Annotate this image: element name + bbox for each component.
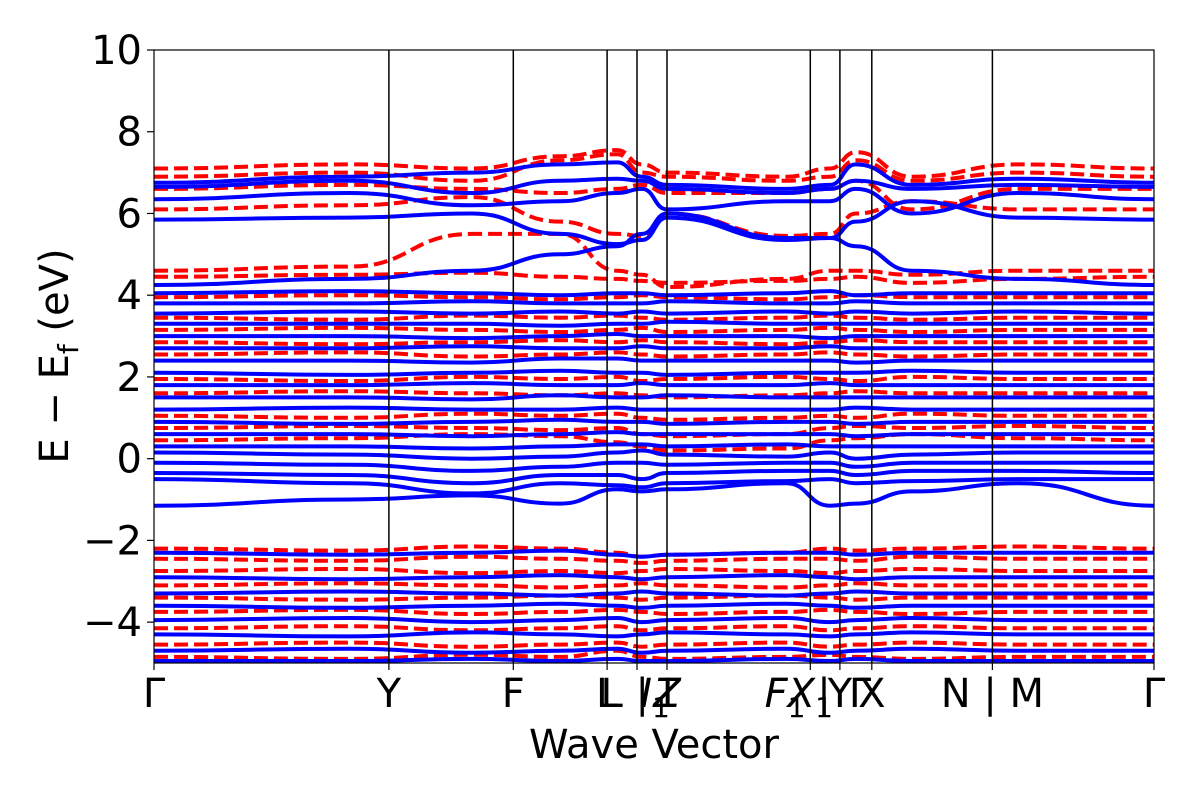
y-tick-label: 4: [117, 273, 142, 319]
y-axis-label: E − Ef (eV): [32, 248, 85, 463]
x-tick-label: L: [596, 671, 619, 717]
x-tick-label: Y: [827, 671, 853, 717]
solid-band-16: [154, 309, 1154, 316]
solid-band-12: [154, 356, 1154, 365]
x-tick-label: Y: [376, 671, 402, 717]
x-axis-label: Wave Vector: [529, 722, 780, 768]
solid-band-6: [154, 430, 1154, 439]
y-axis-label-unit: (eV): [32, 248, 78, 344]
dashed-band-1: [154, 423, 1154, 439]
x-tick-label: I1: [640, 671, 670, 724]
plot-frame: [153, 49, 1155, 664]
x-tick-label: Γ: [143, 671, 166, 717]
x-tick-label: X1: [786, 671, 833, 724]
dashed-band-24: [154, 648, 1154, 661]
y-axis-ticks: −4 −2 0 2 4 6 8 10: [83, 28, 154, 646]
solid-band-10: [154, 381, 1154, 388]
solid-valence-band-7: [154, 656, 1154, 663]
dashed-band-11: [154, 231, 1154, 290]
solid-band-14: [154, 331, 1154, 341]
x-tick-label: Γ: [1143, 671, 1166, 717]
dashed-band-13: [154, 178, 1154, 212]
x-tick-label: N | M: [941, 671, 1044, 717]
y-tick-label: 6: [117, 191, 142, 237]
kpoint-lines: [388, 50, 994, 663]
y-tick-label: 2: [117, 355, 142, 401]
y-axis-label-sub: f: [52, 343, 85, 354]
solid-band-8: [154, 405, 1154, 412]
x-tick-label: L | I: [601, 671, 674, 717]
y-tick-label: 10: [91, 28, 142, 74]
x-tick-label: Z: [652, 671, 682, 717]
y-tick-label: 8: [117, 110, 142, 156]
x-tick-label: X: [858, 671, 885, 717]
solid-band-17: [154, 299, 1154, 306]
y-axis-label-main: E − E: [32, 354, 78, 464]
y-tick-label: −4: [83, 600, 142, 646]
x-tick-label: F: [502, 671, 525, 717]
solid-band-13: [154, 344, 1154, 351]
y-tick-label: −2: [83, 518, 142, 564]
solid-band-19: [154, 211, 1154, 287]
y-tick-label: 0: [117, 437, 142, 483]
x-tick-label: |: [817, 671, 830, 717]
x-tick-label: Γ: [849, 671, 872, 717]
x-tick-label: F1: [765, 671, 806, 724]
